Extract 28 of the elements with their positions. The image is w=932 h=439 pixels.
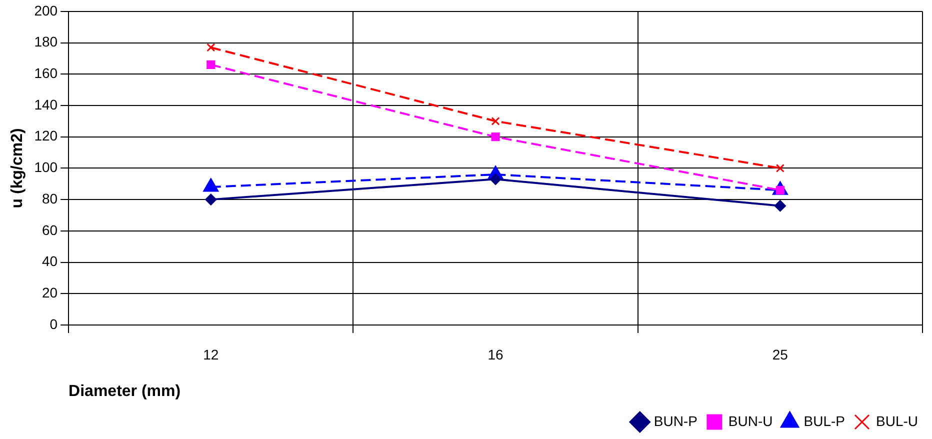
x-tick-label: 12 [203,346,219,362]
y-tick-label: 60 [42,222,58,238]
point [206,43,216,52]
y-tick-label: 80 [42,190,58,206]
point [491,116,500,126]
legend-label: BUN-U [728,412,773,429]
y-axis-title: u (kg/cm2) [9,128,26,208]
y-tick-label: 20 [42,284,58,300]
x-tick-label: 16 [488,346,504,362]
legend-label: BUL-P [804,412,845,429]
y-tick-label: 180 [34,34,58,50]
point [490,173,502,185]
point [491,132,500,142]
y-tick-label: 160 [34,64,58,81]
point [205,194,217,206]
y-tick-label: 200 [34,2,58,18]
point [774,200,786,212]
y-tick-label: 0 [50,316,58,332]
legend-label: BUN-P [654,412,698,429]
y-tick-label: 140 [34,96,58,112]
point [206,60,216,69]
y-tick-label: 100 [34,159,58,176]
y-tick-label: 40 [42,253,58,270]
x-axis-title: Diameter (mm) [68,382,181,400]
x-tick-label: 25 [772,346,788,362]
legend-label: BUL-U [876,412,918,429]
point [776,164,784,172]
y-tick-label: 120 [34,128,58,144]
